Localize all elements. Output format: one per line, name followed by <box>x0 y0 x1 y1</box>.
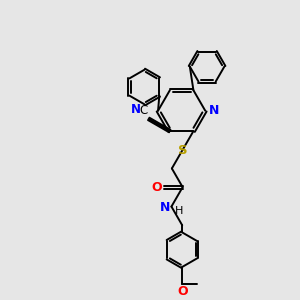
Text: O: O <box>151 181 162 194</box>
Text: H: H <box>175 206 183 216</box>
Text: O: O <box>177 285 188 298</box>
Text: S: S <box>178 144 187 157</box>
Text: C: C <box>139 103 147 117</box>
Text: N: N <box>130 103 141 116</box>
Text: N: N <box>209 104 220 117</box>
Text: N: N <box>160 201 170 214</box>
